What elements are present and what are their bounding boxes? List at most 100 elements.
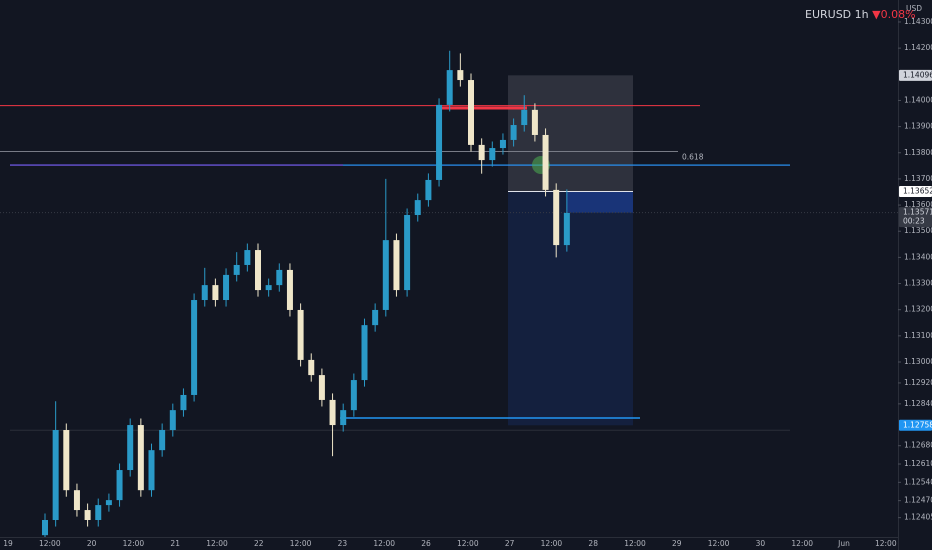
x-tick-label: 12:00 — [290, 539, 312, 548]
candle-body — [468, 80, 474, 145]
candle-body — [553, 189, 560, 246]
y-tick-label: 1.13100 — [904, 331, 932, 340]
x-tick-label: 19 — [3, 539, 13, 548]
candle-body — [531, 109, 538, 135]
candle-body — [276, 269, 283, 286]
target-zone — [508, 191, 633, 426]
candle-body — [95, 505, 102, 520]
candle-body — [255, 250, 261, 291]
candle-body — [318, 375, 325, 400]
x-tick-label: 30 — [756, 539, 766, 548]
y-tick-label: 1.13900 — [904, 122, 932, 131]
candle-body — [329, 399, 336, 426]
candle-body — [52, 430, 59, 520]
candle-body — [212, 285, 219, 301]
x-tick-label: 21 — [170, 539, 180, 548]
candle-body — [73, 490, 80, 511]
candle-body — [446, 70, 453, 105]
axes: 1.14300 1.14200 1.14000 1.13900 1.13800 1.137… — [3, 17, 932, 548]
candle-body — [148, 450, 155, 491]
candle-body — [542, 134, 549, 190]
y-tick-label: 1.12920 — [904, 378, 932, 387]
x-tick-label: 20 — [87, 539, 97, 548]
x-tick-label: 26 — [421, 539, 431, 548]
change: ▼0.08% — [872, 8, 915, 21]
price-tag-label: 1.14096 — [903, 70, 932, 79]
y-tick-label: 1.13300 — [904, 279, 932, 288]
x-tick-label: 12:00 — [624, 539, 646, 548]
x-tick-label: 12:00 — [457, 539, 479, 548]
candle-body — [436, 104, 443, 180]
candle-body — [169, 410, 176, 431]
candle-body — [105, 500, 112, 506]
y-tick-label: 1.14300 — [904, 17, 932, 26]
x-tick-label: 29 — [672, 539, 682, 548]
y-tick-label: 1.12610 — [904, 459, 932, 468]
y-tick-label: 1.13500 — [904, 226, 932, 235]
drawings: 0.618 — [0, 75, 898, 431]
y-tick-label: 1.14200 — [904, 43, 932, 52]
candle-body — [404, 215, 411, 291]
price-tag — [899, 207, 932, 228]
y-tick-label: 1.13600 — [904, 200, 932, 209]
candle-body — [137, 425, 144, 491]
x-tick-label: 27 — [505, 539, 515, 548]
candle-body — [563, 212, 570, 246]
price-tag-label: 1.13571 — [903, 208, 932, 217]
countdown: 00:23 — [903, 217, 925, 226]
candle-body — [159, 430, 166, 451]
x-tick-label: 12:00 — [791, 539, 813, 548]
candle-body — [350, 380, 357, 411]
candle-body — [180, 394, 187, 411]
candle-body — [414, 200, 421, 216]
candle-body — [63, 430, 70, 491]
candle-body — [42, 519, 48, 536]
y-tick-label: 1.13800 — [904, 148, 932, 157]
candle-body — [382, 240, 389, 310]
y-tick-label: 1.14000 — [904, 95, 932, 104]
y-tick-label: 1.12540 — [904, 477, 932, 486]
plot-area — [42, 50, 570, 537]
x-tick-label: 22 — [254, 539, 264, 548]
candle-body — [499, 139, 506, 149]
symbol-header: EURUSD 1h ▼0.08% — [805, 8, 916, 21]
price-tag — [899, 419, 932, 431]
stop-zone — [508, 75, 633, 192]
open-pnl-zone — [567, 191, 633, 213]
candle-body — [191, 300, 198, 395]
x-tick-label: Jun — [837, 539, 850, 548]
candle-body — [223, 274, 230, 301]
candle-body — [116, 470, 123, 501]
candle-body — [372, 309, 379, 326]
x-tick-label: 12:00 — [206, 539, 228, 548]
candle-body — [478, 144, 485, 161]
price-tag-label: 1.12758 — [903, 420, 932, 429]
candle-body — [510, 125, 517, 140]
candle-body — [425, 179, 432, 201]
price-tag-label: 1.13652 — [903, 186, 932, 195]
candle-body — [340, 410, 347, 426]
y-tick-label: 1.13000 — [904, 357, 932, 366]
fib-label: 0.618 — [682, 152, 704, 161]
candle-body — [457, 70, 464, 81]
candle-body — [233, 264, 240, 275]
price-tag — [899, 185, 932, 197]
candle-body — [308, 359, 315, 376]
candle-body — [286, 269, 293, 310]
x-tick-label: 12:00 — [373, 539, 395, 548]
price-tag — [899, 69, 932, 81]
x-tick-label: 23 — [338, 539, 348, 548]
x-tick-label: 12:00 — [541, 539, 563, 548]
candle-body — [84, 510, 91, 520]
x-tick-label: 12:00 — [39, 539, 61, 548]
candle-body — [361, 325, 368, 381]
candle-body — [489, 148, 496, 161]
x-tick-label: 12:00 — [123, 539, 145, 548]
x-tick-label: 12:00 — [708, 539, 730, 548]
candle-body — [201, 285, 208, 301]
y-tick-label: 1.12840 — [904, 399, 932, 408]
candle-body — [393, 240, 400, 291]
